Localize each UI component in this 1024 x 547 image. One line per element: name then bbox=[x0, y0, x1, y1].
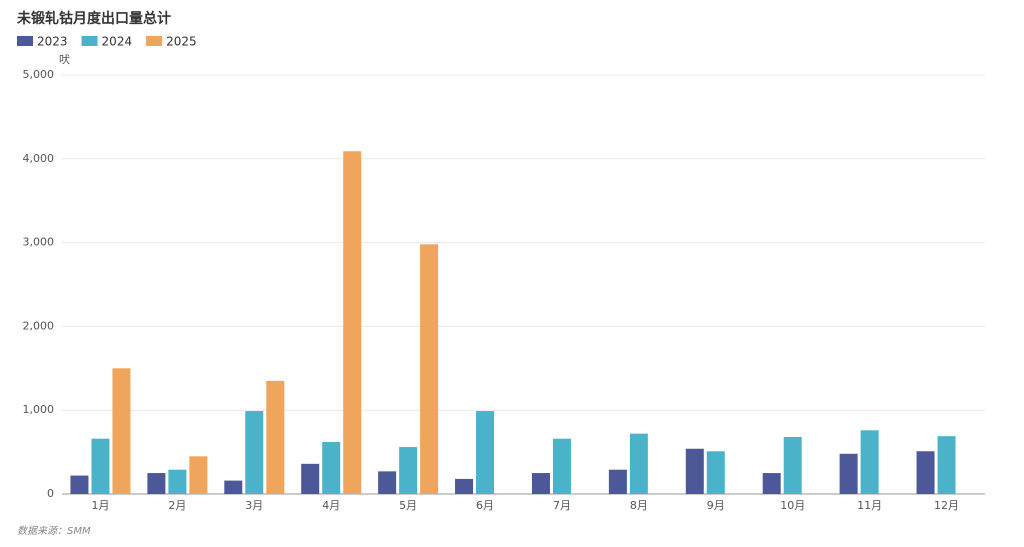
y-axis-unit: 吠 bbox=[59, 53, 70, 66]
bar bbox=[476, 411, 495, 494]
x-tick-label: 10月 bbox=[780, 499, 805, 512]
x-tick-label: 3月 bbox=[245, 499, 263, 512]
bar bbox=[378, 471, 397, 494]
x-tick-label: 2月 bbox=[168, 499, 186, 512]
bar bbox=[168, 469, 187, 494]
bar bbox=[455, 478, 474, 494]
x-tick-label: 9月 bbox=[707, 499, 725, 512]
bar bbox=[420, 244, 439, 494]
bar bbox=[762, 473, 781, 494]
x-tick-label: 12月 bbox=[934, 499, 959, 512]
bar bbox=[629, 433, 648, 494]
bar bbox=[685, 448, 704, 494]
legend-label: 2023 bbox=[37, 35, 68, 49]
x-tick-label: 8月 bbox=[630, 499, 648, 512]
chart-title: 未锻轧钴月度出口量总计 bbox=[17, 10, 171, 27]
x-tick-label: 1月 bbox=[91, 499, 109, 512]
x-tick-label: 7月 bbox=[553, 499, 571, 512]
bar bbox=[112, 368, 131, 494]
bar bbox=[70, 475, 89, 494]
bar bbox=[266, 380, 285, 494]
bar bbox=[706, 451, 725, 494]
bar bbox=[860, 430, 879, 494]
y-tick-label: 5,000 bbox=[23, 68, 55, 81]
x-tick-label: 4月 bbox=[322, 499, 340, 512]
bar bbox=[147, 473, 166, 494]
bar bbox=[189, 456, 208, 494]
bar bbox=[322, 442, 341, 494]
bar bbox=[608, 469, 627, 494]
y-tick-label: 2,000 bbox=[23, 319, 55, 332]
bar bbox=[552, 438, 571, 494]
legend-swatch bbox=[17, 36, 33, 46]
legend-label: 2025 bbox=[166, 35, 197, 49]
bar bbox=[301, 463, 320, 494]
y-tick-label: 4,000 bbox=[23, 152, 55, 165]
x-tick-label: 11月 bbox=[857, 499, 882, 512]
bar bbox=[91, 438, 110, 494]
y-tick-label: 1,000 bbox=[23, 403, 55, 416]
legend-label: 2024 bbox=[102, 35, 133, 49]
legend-swatch bbox=[81, 36, 98, 46]
bar bbox=[839, 453, 858, 494]
x-tick-label: 5月 bbox=[399, 499, 417, 512]
bar bbox=[531, 473, 550, 494]
bar bbox=[399, 447, 418, 494]
bar bbox=[937, 436, 956, 494]
bar bbox=[224, 480, 243, 494]
bar bbox=[343, 151, 362, 494]
legend-swatch bbox=[146, 36, 163, 46]
x-tick-label: 6月 bbox=[476, 499, 494, 512]
source-note: 数据来源：SMM bbox=[17, 525, 91, 537]
bar bbox=[245, 411, 264, 494]
y-tick-label: 0 bbox=[47, 487, 54, 500]
y-tick-label: 3,000 bbox=[23, 236, 55, 249]
bar bbox=[916, 451, 935, 494]
bar bbox=[783, 437, 802, 494]
